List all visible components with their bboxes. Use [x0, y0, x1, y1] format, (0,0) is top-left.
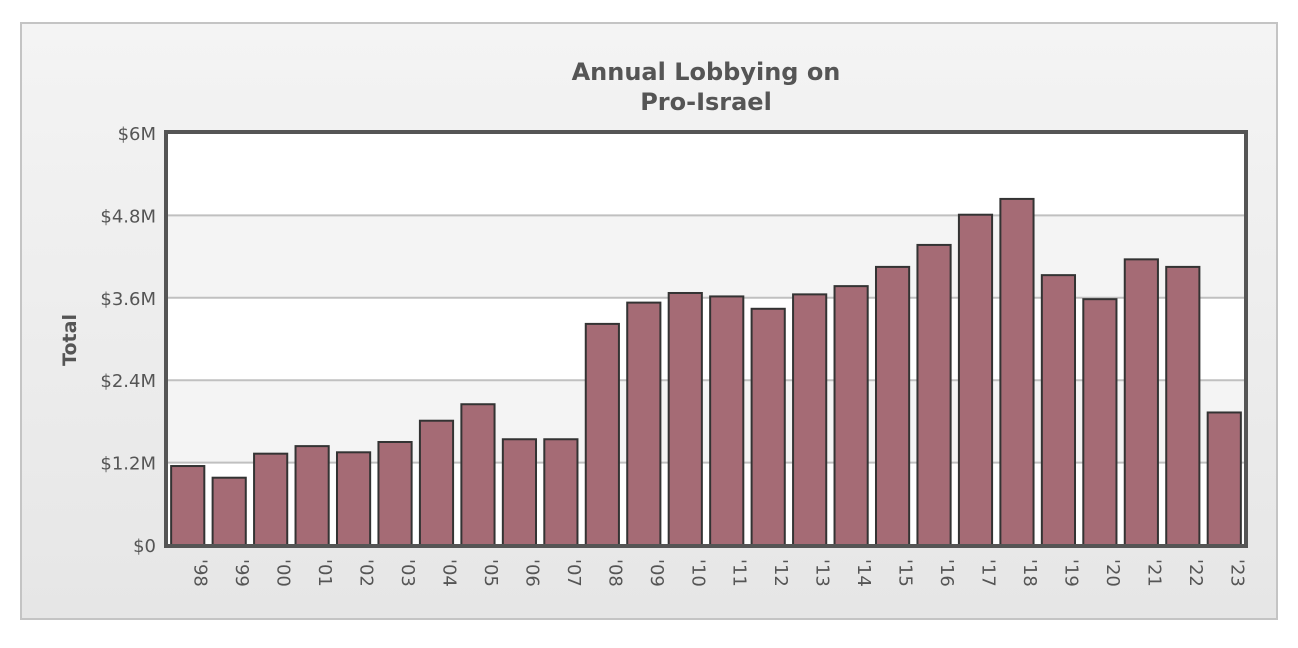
- plot-band: [167, 133, 1245, 216]
- bars: [170, 197, 1242, 547]
- bar[interactable]: [1206, 411, 1242, 546]
- x-tick-label: '14: [853, 559, 874, 587]
- bar[interactable]: [1123, 258, 1159, 546]
- x-tick-label: '02: [356, 559, 377, 587]
- y-tick-label: $6M: [118, 124, 156, 145]
- x-tick-label: '01: [314, 559, 335, 587]
- bar[interactable]: [957, 213, 994, 546]
- bar[interactable]: [377, 441, 413, 546]
- plot-frame: [164, 130, 1248, 548]
- x-tick-label: '04: [439, 559, 460, 587]
- x-tick-label: '98: [190, 559, 211, 587]
- x-tick-label: '19: [1060, 559, 1081, 587]
- x-tick-label: '20: [1102, 559, 1123, 587]
- y-tick-label: $1.2M: [100, 454, 156, 475]
- x-tick-label: '18: [1019, 559, 1040, 587]
- x-tick-label: '22: [1185, 559, 1206, 587]
- x-tick-label: '21: [1143, 559, 1164, 587]
- y-tick-label: $0: [133, 536, 156, 557]
- x-tick-label: '11: [729, 559, 750, 587]
- bar[interactable]: [916, 243, 952, 546]
- bar[interactable]: [750, 307, 786, 546]
- bar[interactable]: [584, 322, 620, 547]
- bar[interactable]: [211, 476, 247, 546]
- x-tick-label: '03: [397, 559, 418, 587]
- chart-title-line-2: Pro-Israel: [640, 88, 772, 116]
- x-tick-label: '15: [895, 559, 916, 587]
- x-tick-label: '23: [1226, 559, 1247, 587]
- x-tick-label: '06: [521, 559, 542, 587]
- y-tick-label: $3.6M: [100, 289, 156, 310]
- x-tick-label: '08: [604, 559, 625, 587]
- bar[interactable]: [709, 295, 745, 546]
- bar[interactable]: [418, 419, 455, 547]
- bar[interactable]: [294, 445, 330, 546]
- x-tick-labels: '98 '99 '00 '01 '02 '03 '04 '05 '06 '07 '08 '09 '10 '…: [190, 559, 1248, 587]
- bar[interactable]: [792, 293, 828, 546]
- bar[interactable]: [335, 451, 372, 546]
- bar[interactable]: [170, 465, 206, 546]
- x-tick-label: '07: [563, 559, 584, 587]
- bar[interactable]: [626, 301, 662, 546]
- x-tick-label: '10: [687, 559, 708, 587]
- bar[interactable]: [874, 265, 911, 546]
- bar[interactable]: [501, 438, 538, 546]
- bar[interactable]: [253, 452, 289, 547]
- bar[interactable]: [1082, 298, 1118, 546]
- x-tick-label: '05: [480, 559, 501, 587]
- x-tick-label: '17: [978, 559, 999, 587]
- bar[interactable]: [1165, 265, 1201, 546]
- y-tick-labels: $0 $1.2M $2.4M $3.6M $4.8M $6M: [100, 124, 156, 557]
- bar[interactable]: [999, 197, 1035, 546]
- plot-band: [167, 215, 1245, 298]
- x-tick-label: '00: [273, 559, 294, 587]
- x-tick-label: '16: [936, 559, 957, 587]
- bar[interactable]: [543, 438, 579, 546]
- x-tick-label: '09: [646, 559, 667, 587]
- x-tick-label: '12: [770, 559, 791, 587]
- y-tick-label: $4.8M: [100, 206, 156, 227]
- x-tick-label: '99: [231, 559, 252, 587]
- bar[interactable]: [833, 285, 869, 546]
- x-tick-label: '13: [812, 559, 833, 587]
- bar[interactable]: [1040, 274, 1077, 546]
- chart-title-line-1: Annual Lobbying on: [572, 58, 841, 86]
- y-axis-label: Total: [59, 314, 81, 366]
- bar[interactable]: [460, 403, 496, 546]
- y-tick-label: $2.4M: [100, 371, 156, 392]
- bar[interactable]: [667, 291, 703, 547]
